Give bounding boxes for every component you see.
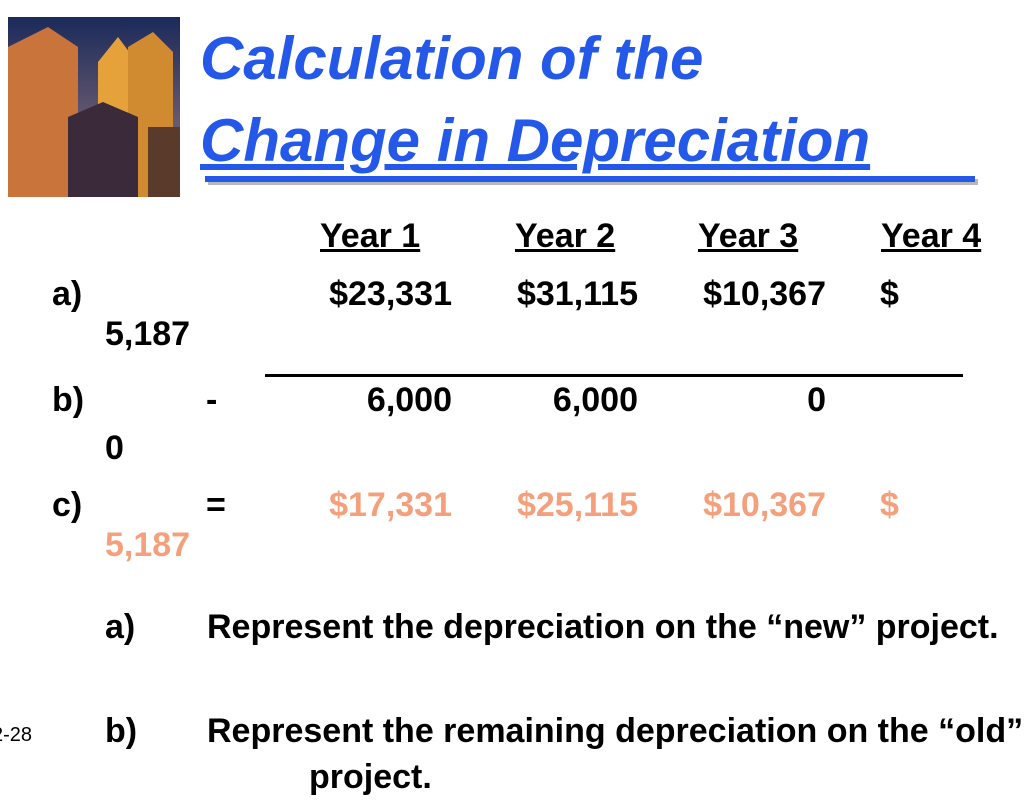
sum-rule: [265, 374, 963, 377]
slide: Calculation of the Change in Depreciatio…: [0, 17, 1024, 796]
column-header: Year 3: [698, 217, 799, 255]
row-label: c): [52, 486, 83, 524]
note-label: b): [105, 712, 138, 750]
value-cell: 0: [807, 381, 826, 419]
value-cell: 0: [105, 429, 124, 467]
row-operator: -: [206, 381, 218, 419]
column-header: Year 2: [515, 217, 616, 255]
value-cell: 6,000: [552, 381, 638, 419]
row-label: a): [52, 275, 83, 313]
slide-number: 2-28: [0, 724, 33, 746]
value-cell: 6,000: [366, 381, 452, 419]
value-cell: $10,367: [703, 486, 826, 524]
value-cell: $ 5,187: [105, 275, 899, 353]
value-cell: $25,115: [516, 486, 638, 524]
title-line: Calculation of the: [200, 25, 704, 92]
value-cell: $23,331: [329, 275, 452, 313]
city-image: [8, 17, 180, 197]
row-operator: =: [206, 486, 226, 524]
note-label: a): [105, 608, 136, 646]
value-cell: $10,367: [703, 275, 826, 313]
note-text: Represent the depreciation on the “new” …: [207, 608, 999, 646]
column-header: Year 4: [881, 217, 982, 255]
value-cell: $31,115: [516, 275, 638, 313]
title-line: Change in Depreciation: [200, 107, 871, 174]
value-cell: $17,331: [329, 486, 452, 524]
row-label: b): [52, 381, 85, 419]
note-text: Represent the remaining depreciation on …: [207, 712, 1024, 796]
value-cell: $ 5,187: [105, 486, 899, 564]
title-rule: [205, 176, 975, 182]
column-header: Year 1: [320, 217, 421, 255]
